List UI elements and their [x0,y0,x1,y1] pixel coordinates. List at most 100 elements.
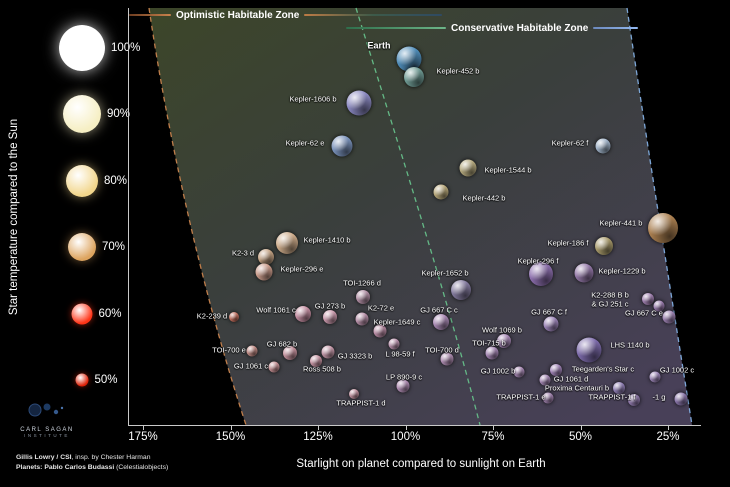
planet-label: Ross 508 b [303,364,341,374]
planet-label: Kepler-452 b [436,66,480,76]
planet-gj-667-c-f [543,316,559,332]
y-tick-label: 90% [107,108,131,121]
planet-lp-890-9-c [396,379,410,393]
planet-kepler-1606-b [346,90,372,116]
planet-gj-667-c-e [662,310,676,324]
planet-toi-700-e [246,345,258,357]
credit-line-2: Planets: Pablo Carlos Budassi (Celestial… [16,463,168,473]
planet-label: TRAPPIST-1 d [336,398,386,408]
planet-kepler-62-f [595,138,611,154]
y-tick-label: 50% [94,374,118,386]
planet-label: Kepler-1649 c [373,317,421,327]
x-tick-label: 100% [390,431,421,443]
planet-wolf-1069-b [497,334,511,348]
credit-inspiration: , insp. by Chester Harman [71,454,151,461]
planet-label: GJ 3323 b [337,351,373,361]
planet-label: GJ 1002 c [659,365,695,375]
planet-teegarden-s-star-c [550,364,562,376]
csi-logo-icon [28,403,64,417]
planet-label: Kepler-1606 b [289,94,337,104]
x-tick-label: 150% [215,431,246,443]
y-axis-line [128,8,129,426]
planet-trappist-1-f [628,394,640,406]
csi-logo-text-top: CARL SAGAN [20,427,74,433]
planet-gj-3323-b [321,345,335,359]
optimistic-zone-line-left [129,14,171,16]
planet-gj-1061-d [539,374,551,386]
optimistic-inner-boundary-line [148,7,247,426]
star-swatch-80% [66,164,98,197]
planet-1-g [674,392,688,406]
planet-label: L 98-59 f [385,349,415,359]
planet-k2-288-b-b [642,293,654,305]
planet-label: Kepler-62 f [551,138,589,148]
planet-label: TOI-1266 d [343,278,381,288]
planet-label: Kepler-441 b [599,218,643,228]
planet-kepler-1229-b [574,263,594,283]
legend-optimistic-habitable-zone: Optimistic Habitable Zone [129,9,442,21]
planet-label: Teegarden's Star c [571,364,635,374]
planet-proxima-centauri-b [613,382,625,394]
x-tick-mark [493,426,494,430]
planet-ross-508-b [310,355,322,367]
conservative-zone-line-left [346,27,446,29]
x-tick-label: 175% [128,431,158,443]
x-tick-label: 75% [481,431,505,443]
x-tick-mark [405,426,407,430]
x-tick-mark [318,426,319,430]
planet-kepler-1652-b [451,280,471,300]
planet-label: TOI-715 b [472,338,506,348]
x-tick-mark [580,426,582,430]
x-tick-label: 25% [656,431,680,443]
star-swatch-50% [75,373,89,387]
planet-k2-3-d [258,249,274,265]
planet-kepler-442-b [433,184,449,200]
y-tick-label: 70% [102,241,126,254]
planet-label: GJ 667 C c [420,305,458,315]
credit-author: Gillis Lowry / CSI [16,454,72,461]
planet-label: LP 890-9 c [385,372,423,382]
planet-label: Wolf 1061 c [256,305,296,315]
planet-label: Kepler-442 b [462,193,506,203]
csi-logo: CARL SAGAN INSTITUTE [12,400,82,438]
planet-trappist-1-e [542,392,554,404]
conservative-inner-boundary-line [355,7,481,426]
planet-k2-239-d [229,312,239,322]
planet-kepler-1410-b [276,232,298,254]
star-swatch-90% [63,95,101,134]
planet-gj-1002-c [649,371,661,383]
y-tick-label: 80% [104,174,128,187]
planet-label: Kepler-62 e [285,138,325,148]
legend-conservative-habitable-zone: Conservative Habitable Zone [346,22,638,34]
y-axis-title: Star temperature compared to the Sun [8,118,20,316]
planet-label: Kepler-1652 b [421,268,469,278]
planet-label: -1 g [652,392,666,402]
star-swatch-100% [59,25,105,71]
credit-planet-artist: Planets: Pablo Carlos Budassi [16,464,115,472]
planet-lhs-1140-b [576,337,602,363]
planet-gj-273-b [323,310,337,324]
planet-label: K2-239 d [196,311,228,321]
planet-label: GJ 667 C e [625,308,663,318]
credit-line-1: Gillis Lowry / CSI, insp. by Chester Har… [16,453,168,463]
y-tick-label: 100% [111,42,141,54]
x-tick-mark [668,426,669,430]
credit-planet-source: (Celestialobjects) [114,464,169,472]
planet-gj-1002-b [513,366,525,378]
planet-label: GJ 1002 b [480,366,516,376]
conservative-zone-line-right [593,27,638,29]
planet-label: K2-72 e [367,303,395,313]
credits: Gillis Lowry / CSI, insp. by Chester Har… [16,453,168,473]
planet-trappist-1-d [349,389,359,399]
planet-kepler-296-e [255,263,273,281]
planet-kepler-1544-b [459,159,477,177]
planet-label: Kepler-296 f [517,256,559,266]
x-axis-title: Starlight on planet compared to sunlight… [296,458,546,470]
star-swatch-60% [71,303,93,325]
x-tick-mark [230,426,232,430]
planet-label: GJ 667 C f [531,307,567,317]
planet-label: Wolf 1069 b [482,325,522,335]
planet-label: K2-3 d [231,248,255,258]
planet-label: Earth [367,40,391,51]
